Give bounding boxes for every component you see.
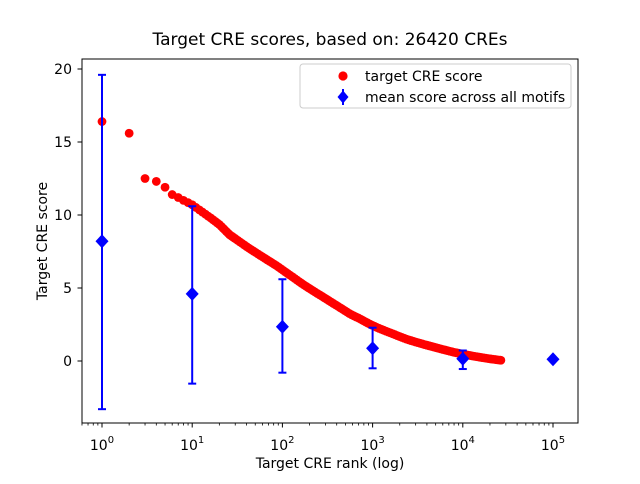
mean-diamond-marker [456,351,470,366]
x-tick-label: 105 [541,435,565,454]
chart-title: Target CRE scores, based on: 26420 CREs [152,30,508,50]
x-tick-label: 100 [90,435,114,454]
x-tick-label: 104 [451,435,475,454]
mean-diamond-marker [275,319,289,334]
legend-blue-diamond-icon [337,90,349,104]
legend-red-circle-icon [338,71,348,81]
x-tick-label: 101 [180,435,204,454]
y-axis-label: Target CRE score [35,182,51,301]
target-cre-score-series [97,117,506,365]
legend: target CRE score mean score across all m… [299,63,572,109]
red-data-dot [124,128,134,138]
legend-item-mean-score: mean score across all motifs [365,90,565,106]
x-tick-label: 103 [360,435,384,454]
red-data-dot [496,355,506,365]
y-tick-label: 15 [54,135,72,151]
legend-box [299,63,572,109]
mean-diamond-marker [546,352,560,367]
red-data-dot [140,174,150,183]
red-data-dot [151,177,161,186]
y-axis-ticks: 0 5 10 15 20 [54,62,82,370]
mean-diamond-marker [95,234,109,249]
mean-diamond-marker [366,341,380,356]
x-tick-label: 102 [270,435,294,454]
mean-score-errorbar-series [95,73,560,411]
mean-diamond-marker [185,286,199,301]
plot-frame [81,58,579,424]
y-tick-label: 5 [63,281,72,297]
x-axis-label: Target CRE rank (log) [255,456,405,472]
y-tick-label: 10 [54,208,72,224]
y-tick-label: 20 [54,62,72,78]
x-axis-ticks: 100 101 102 103 104 105 [81,423,565,454]
legend-item-target-score: target CRE score [365,69,482,85]
y-tick-label: 0 [63,354,72,370]
red-data-dot [160,182,170,192]
